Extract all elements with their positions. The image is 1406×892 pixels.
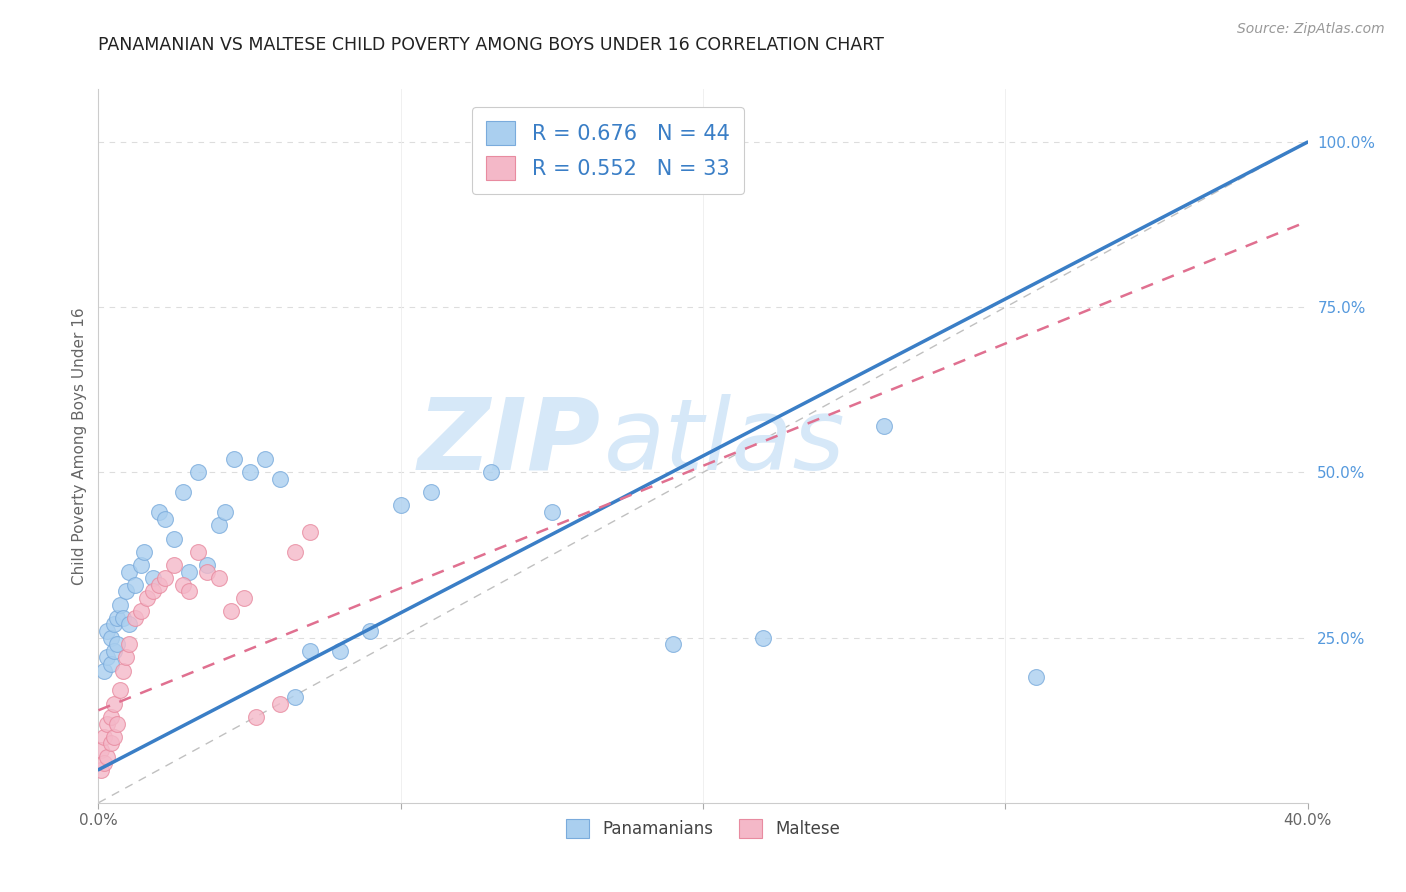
Point (118, 565, 141, 579)
Point (1024, 670, 1046, 684)
Point (540, 505, 562, 519)
Point (179, 565, 201, 579)
Point (269, 697, 291, 711)
Point (179, 584, 201, 599)
Point (105, 716, 128, 731)
Text: PANAMANIAN VS MALTESE CHILD POVERTY AMONG BOYS UNDER 16 CORRELATION CHART: PANAMANIAN VS MALTESE CHILD POVERTY AMON… (98, 36, 884, 54)
Point (221, 604, 243, 618)
Point (93, 756, 115, 771)
Legend: Panamanians, Maltese: Panamanians, Maltese (560, 812, 846, 845)
Point (661, 637, 683, 651)
Point (420, 485, 443, 500)
Point (96, 749, 118, 764)
Point (299, 644, 322, 658)
Point (114, 584, 136, 599)
Point (208, 571, 231, 585)
Point (96, 650, 118, 665)
Point (148, 505, 170, 519)
Point (118, 617, 141, 632)
Text: Source: ZipAtlas.com: Source: ZipAtlas.com (1237, 22, 1385, 37)
Point (253, 452, 276, 467)
Point (111, 611, 134, 625)
Point (93, 664, 115, 678)
Point (284, 545, 307, 559)
Point (299, 524, 322, 539)
Point (481, 466, 503, 480)
Point (389, 499, 412, 513)
Point (142, 584, 165, 599)
Point (214, 505, 236, 519)
Point (195, 565, 218, 579)
Point (172, 485, 194, 500)
Point (172, 578, 194, 592)
Point (232, 591, 254, 605)
Point (269, 472, 291, 486)
Point (103, 617, 125, 632)
Point (124, 611, 146, 625)
Point (93, 730, 115, 744)
Point (96, 716, 118, 731)
Point (752, 631, 775, 645)
Point (100, 657, 122, 671)
Point (100, 631, 122, 645)
Point (100, 736, 122, 750)
Point (108, 598, 131, 612)
Point (187, 466, 209, 480)
Point (873, 419, 896, 434)
Point (153, 511, 176, 525)
Point (195, 558, 218, 572)
Point (360, 624, 382, 638)
Point (224, 452, 246, 467)
Point (132, 545, 155, 559)
Point (245, 710, 267, 724)
Point (163, 558, 186, 572)
Point (103, 644, 125, 658)
Point (208, 518, 231, 533)
Point (124, 578, 146, 592)
Point (114, 650, 136, 665)
Point (239, 466, 262, 480)
Point (163, 532, 186, 546)
Point (108, 683, 131, 698)
Point (96, 624, 118, 638)
Point (153, 571, 176, 585)
Point (90, 743, 112, 757)
Point (135, 591, 157, 605)
Point (103, 730, 125, 744)
Y-axis label: Child Poverty Among Boys Under 16: Child Poverty Among Boys Under 16 (72, 307, 87, 585)
Point (129, 604, 152, 618)
Point (284, 690, 307, 704)
Point (100, 710, 122, 724)
Point (148, 578, 170, 592)
Point (129, 558, 152, 572)
Point (103, 697, 125, 711)
Point (111, 664, 134, 678)
Point (142, 571, 165, 585)
Point (105, 637, 128, 651)
Point (329, 644, 352, 658)
Point (90, 763, 112, 777)
Text: atlas: atlas (603, 394, 845, 491)
Point (118, 637, 141, 651)
Point (105, 611, 128, 625)
Text: ZIP: ZIP (418, 394, 600, 491)
Point (187, 545, 209, 559)
